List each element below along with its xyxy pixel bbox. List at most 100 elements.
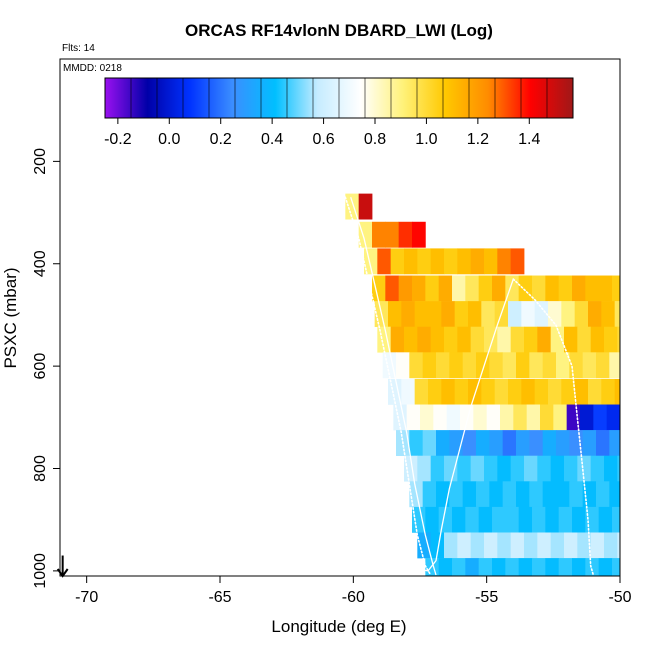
heatmap-cell bbox=[532, 558, 546, 577]
heatmap-cell bbox=[449, 352, 464, 379]
heatmap-cell bbox=[430, 532, 445, 559]
heatmap-cell bbox=[508, 301, 522, 328]
heatmap-cell bbox=[572, 558, 586, 577]
heatmap-cell bbox=[532, 506, 546, 533]
heatmap-cell bbox=[617, 532, 621, 559]
heatmap-cell bbox=[604, 532, 618, 559]
heatmap-cell bbox=[436, 430, 450, 456]
heatmap-cell bbox=[398, 221, 413, 248]
heatmap-cell bbox=[497, 248, 512, 275]
heatmap-cell bbox=[596, 481, 610, 508]
heatmap-cell bbox=[500, 404, 514, 431]
heatmap-cell bbox=[534, 301, 549, 328]
heatmap-cell bbox=[478, 558, 493, 577]
heatmap-cell bbox=[516, 352, 530, 379]
x-tick-label: -70 bbox=[75, 589, 98, 606]
heatmap-cell bbox=[516, 481, 530, 508]
heatmap-cell bbox=[612, 275, 621, 302]
heatmap-cell bbox=[564, 455, 578, 482]
heatmap-cell bbox=[417, 248, 432, 275]
heatmap-cell bbox=[436, 481, 450, 508]
heatmap-cell bbox=[489, 352, 504, 379]
heatmap-cell bbox=[377, 248, 392, 275]
heatmap-cell bbox=[478, 275, 493, 302]
heatmap-cell bbox=[564, 326, 578, 353]
heatmap-cell bbox=[457, 455, 472, 482]
heatmap-cell bbox=[556, 481, 570, 508]
y-tick-label: 1000 bbox=[32, 553, 49, 589]
heatmap-cell bbox=[510, 455, 525, 482]
heatmap-cell bbox=[444, 532, 458, 559]
heatmap-cell bbox=[409, 430, 424, 456]
heatmap-cell bbox=[444, 326, 458, 353]
heatmap-cell bbox=[609, 430, 621, 456]
heatmap-cell bbox=[497, 455, 512, 482]
heatmap-cell bbox=[609, 481, 621, 508]
heatmap-cell bbox=[590, 455, 605, 482]
heatmap-cell bbox=[470, 532, 485, 559]
heatmap-cell bbox=[561, 301, 576, 328]
heatmap-cell bbox=[572, 275, 586, 302]
heatmap-cell bbox=[558, 558, 573, 577]
heatmap-cell bbox=[486, 404, 501, 431]
heatmap-cell bbox=[542, 430, 557, 456]
heatmap-cell bbox=[590, 532, 605, 559]
heatmap-cell bbox=[468, 378, 482, 405]
y-tick-label: 400 bbox=[32, 250, 49, 277]
heatmap-cell bbox=[524, 326, 538, 353]
heatmap-cell bbox=[588, 301, 602, 328]
heatmap-cell bbox=[452, 275, 466, 302]
heatmap-cell bbox=[476, 430, 490, 456]
heatmap-cell bbox=[524, 532, 538, 559]
heatmap-cell bbox=[561, 378, 576, 405]
x-axis-label: Longitude (deg E) bbox=[271, 617, 406, 636]
heatmap-cell bbox=[441, 378, 456, 405]
heatmap-cell bbox=[462, 430, 477, 456]
heatmap-cell bbox=[457, 326, 472, 353]
heatmap-cell bbox=[484, 248, 498, 275]
heatmap-cell bbox=[492, 275, 506, 302]
heatmap-cell bbox=[502, 481, 517, 508]
heatmap-cell bbox=[545, 558, 560, 577]
heatmap-cell bbox=[425, 275, 440, 302]
heatmap-cell bbox=[614, 301, 621, 328]
heatmap-cell bbox=[446, 404, 461, 431]
colorbar-tick-label: 0.4 bbox=[261, 131, 283, 148]
heatmap-cell bbox=[534, 378, 549, 405]
heatmap-cell bbox=[414, 301, 429, 328]
colorbar-frame bbox=[104, 77, 574, 119]
heatmap-cell bbox=[425, 506, 440, 533]
heatmap-cell bbox=[521, 378, 536, 405]
heatmap-cell bbox=[372, 275, 386, 302]
flight-tracks bbox=[344, 196, 595, 576]
heatmap-cell bbox=[420, 404, 434, 431]
heatmap-cell bbox=[540, 404, 554, 431]
heatmap-cell bbox=[598, 558, 613, 577]
heatmap-cell bbox=[465, 275, 480, 302]
chart-title: ORCAS RF14vlonN DBARD_LWI (Log) bbox=[185, 21, 493, 40]
heatmap-cell bbox=[430, 248, 445, 275]
heatmap-cell bbox=[604, 455, 618, 482]
heatmap-cell bbox=[388, 301, 402, 328]
heatmap-cell bbox=[412, 221, 426, 248]
heatmap-cell bbox=[550, 532, 565, 559]
heatmap-cell bbox=[444, 248, 458, 275]
heatmap-cell bbox=[542, 352, 557, 379]
heatmap-cell bbox=[404, 248, 418, 275]
heatmap-cell bbox=[564, 532, 578, 559]
heatmap-cell bbox=[545, 275, 560, 302]
heatmap-cell bbox=[385, 275, 400, 302]
y-axis: 200 400 600 800 1000 bbox=[32, 148, 60, 589]
heatmap-cell bbox=[462, 352, 477, 379]
heatmap-cell bbox=[484, 455, 498, 482]
heatmap-cell bbox=[518, 558, 533, 577]
heatmap-cell bbox=[553, 404, 568, 431]
heatmap-cell bbox=[510, 532, 525, 559]
heatmap-cell bbox=[601, 378, 616, 405]
colorbar-tick-label: 1.2 bbox=[467, 131, 489, 148]
heatmap-cell bbox=[518, 506, 533, 533]
heatmap-cell bbox=[460, 404, 474, 431]
colorbar-tick-label: 1.4 bbox=[518, 131, 540, 148]
heatmap-cell bbox=[417, 455, 432, 482]
heatmap-cell bbox=[542, 481, 557, 508]
